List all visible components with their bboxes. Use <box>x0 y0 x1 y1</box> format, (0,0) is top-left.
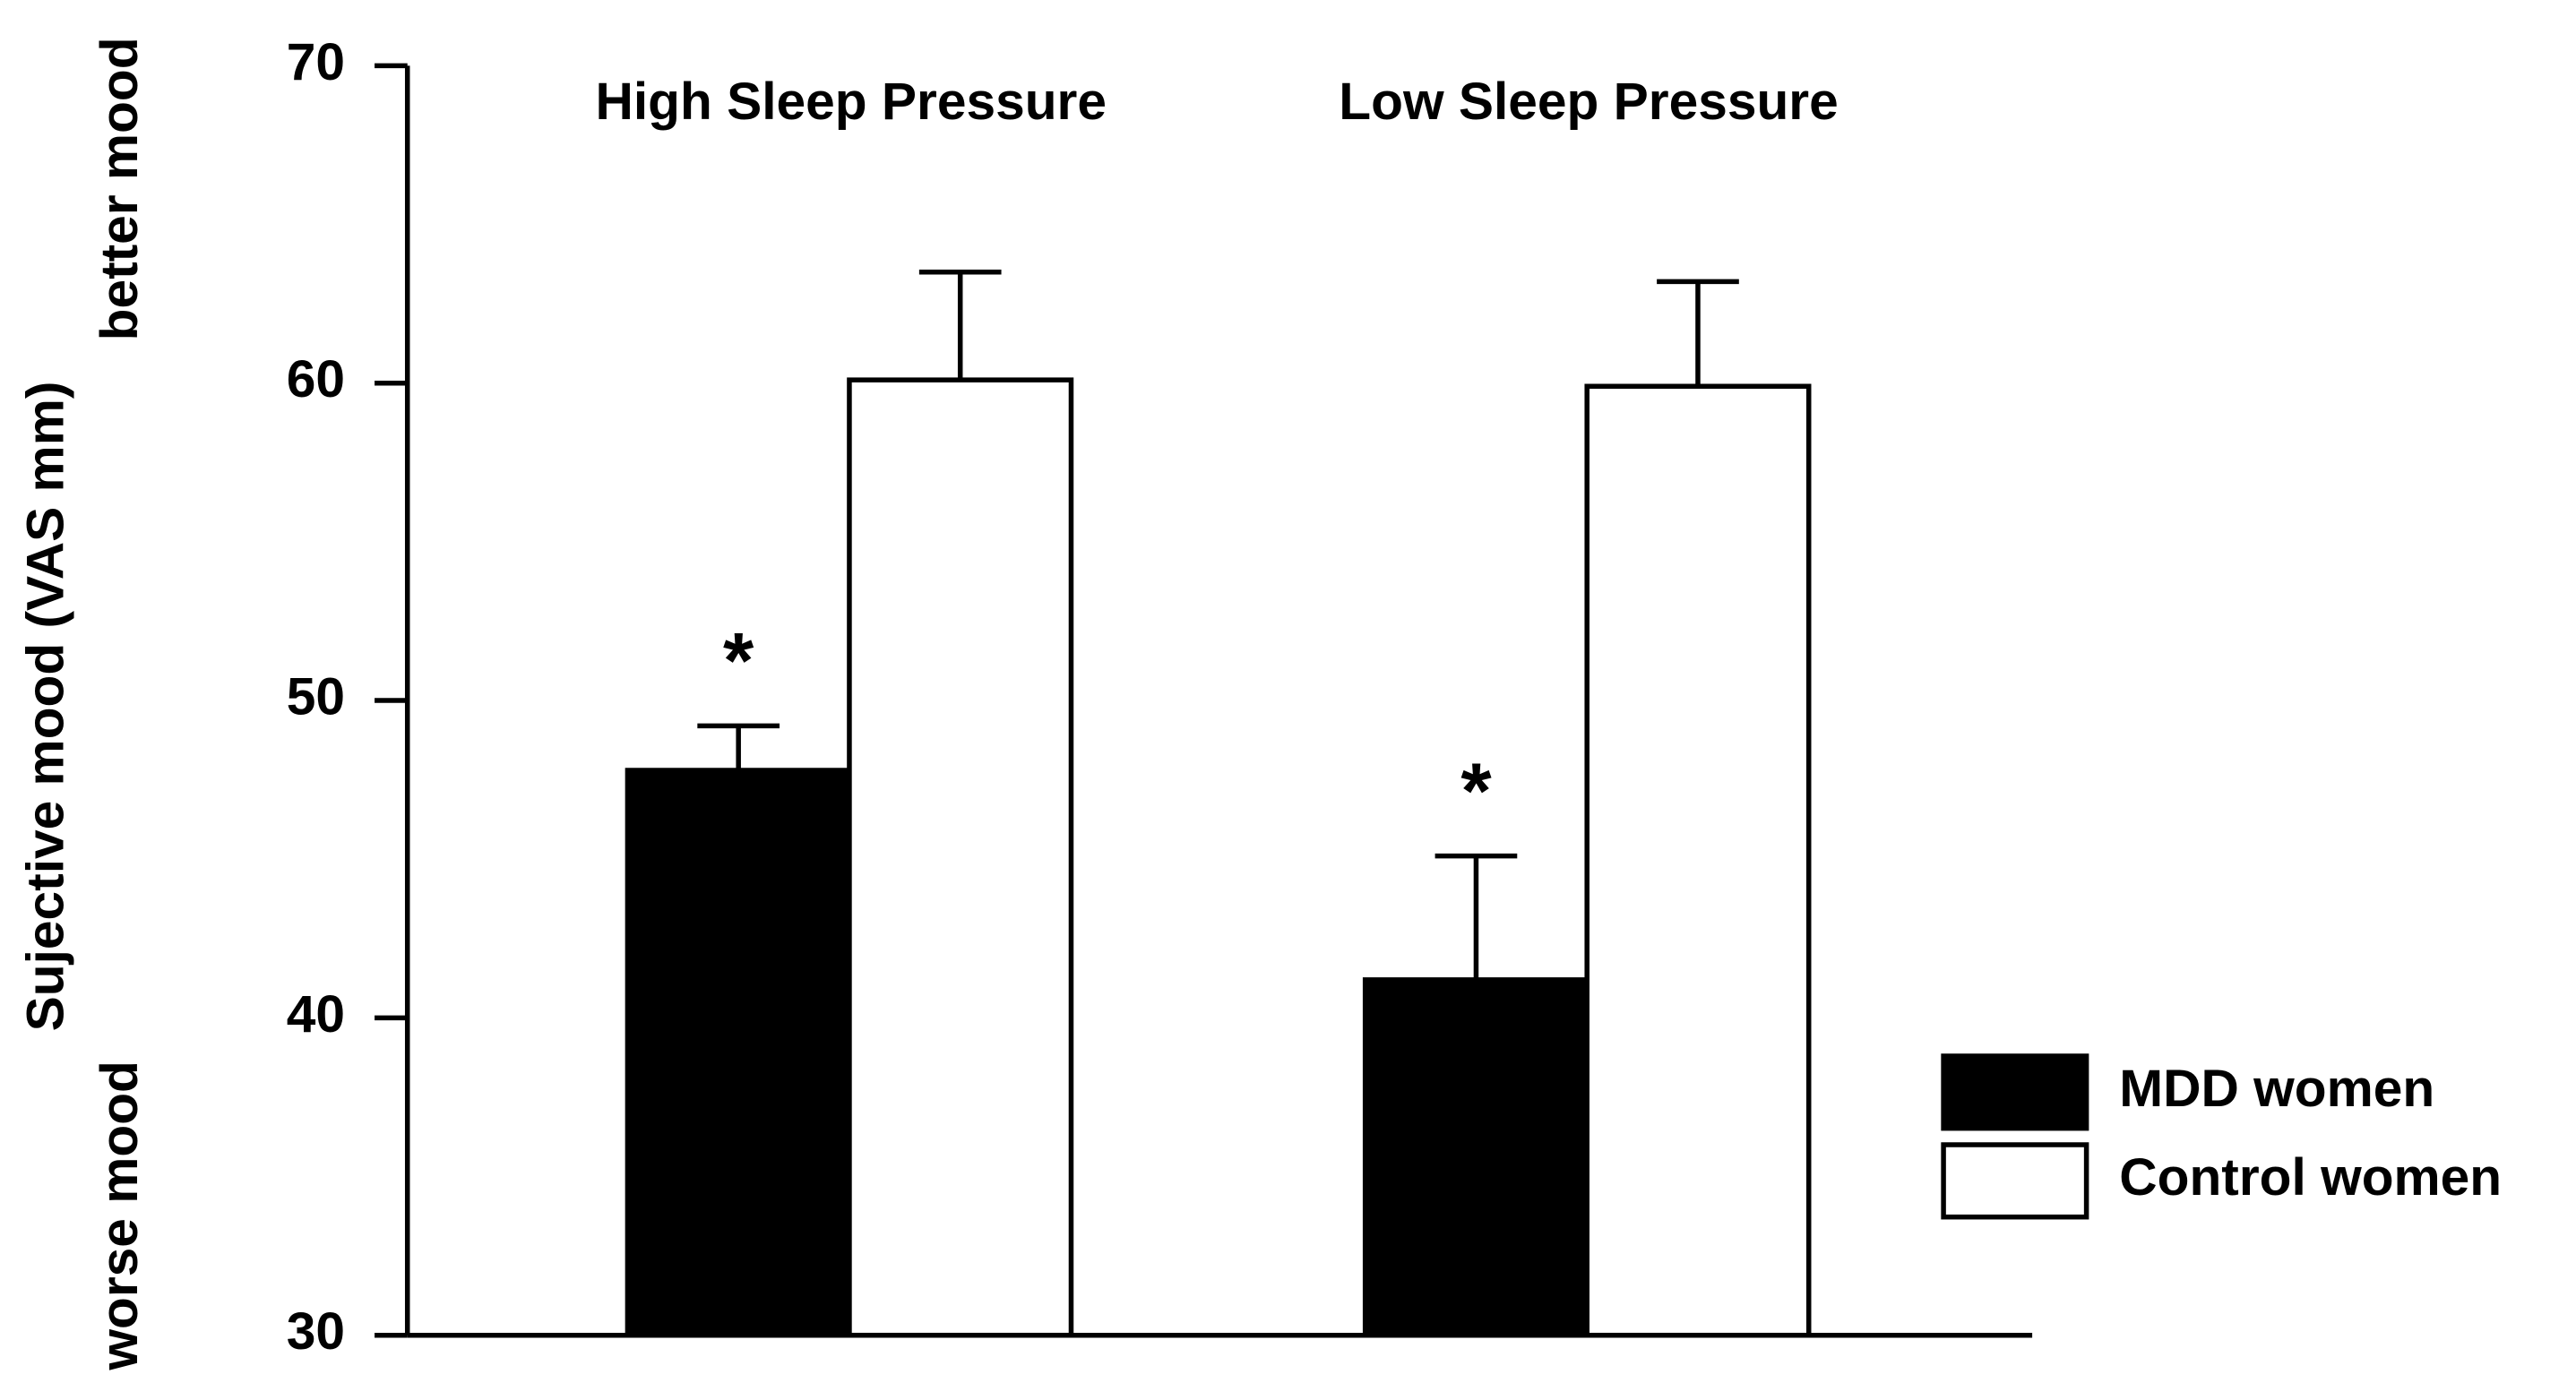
significance-marker: * <box>723 616 754 705</box>
y-axis-note-bottom: worse mood <box>90 1061 149 1370</box>
bar <box>1362 977 1590 1338</box>
bar <box>847 377 1074 1338</box>
y-tick-label: 40 <box>287 985 345 1044</box>
legend-label: Control women <box>2119 1148 2502 1207</box>
bar <box>625 768 852 1338</box>
error-bar <box>1657 279 1739 387</box>
y-tick-label: 50 <box>287 668 345 726</box>
legend-swatch <box>1941 1053 2089 1131</box>
error-bar <box>697 723 780 771</box>
legend-label: MDD women <box>2119 1060 2434 1118</box>
y-axis-label: Sujective mood (VAS mm) <box>17 382 75 1032</box>
y-tick-label: 30 <box>287 1302 345 1361</box>
category-label: Low Sleep Pressure <box>1339 73 1838 131</box>
y-tick-label: 60 <box>287 350 345 408</box>
y-tick-label: 70 <box>287 33 345 91</box>
y-axis-note-top: better mood <box>90 37 149 340</box>
category-label: High Sleep Pressure <box>596 73 1107 131</box>
significance-marker: * <box>1460 746 1492 835</box>
error-bar <box>1434 853 1518 980</box>
error-bar <box>918 269 1002 381</box>
legend-swatch <box>1941 1142 2089 1220</box>
bar <box>1584 383 1812 1338</box>
